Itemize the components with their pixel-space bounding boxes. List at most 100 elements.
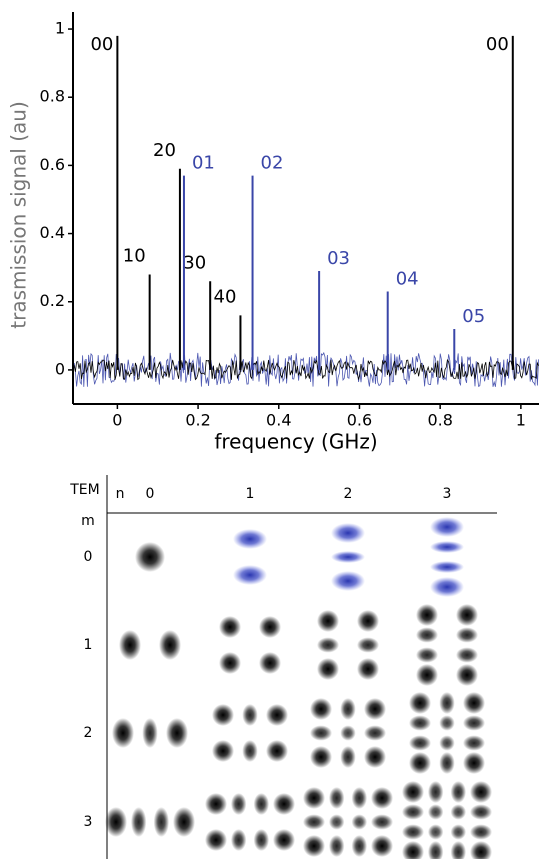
peak-label: 03 <box>327 248 350 269</box>
mode-lobe <box>273 793 295 815</box>
mode-lobe <box>340 698 356 720</box>
mode-pattern <box>317 610 379 680</box>
y-tick-label: 0.4 <box>40 223 65 242</box>
mode-lobe <box>371 814 393 830</box>
peak-label: 02 <box>261 153 284 174</box>
mode-lobe <box>212 704 234 726</box>
mode-lobe <box>212 740 234 762</box>
mode-lobe <box>402 824 424 840</box>
row-label: 1 <box>84 637 93 653</box>
mode-lobe <box>402 781 424 803</box>
mode-lobe <box>364 698 386 720</box>
mode-lobe <box>357 610 379 632</box>
peak-label: 04 <box>396 269 419 290</box>
mode-lobe <box>253 829 270 851</box>
mode-table: TEM n m 0 1 2 3 0 1 2 3 <box>69 475 497 859</box>
mode-lobe <box>439 735 455 751</box>
corner-label: TEM <box>69 482 99 498</box>
mode-lobe <box>340 725 356 741</box>
mode-lobe <box>310 698 332 720</box>
mode-lobe <box>135 542 165 572</box>
mode-lobe <box>166 718 188 748</box>
mode-pattern <box>219 616 281 674</box>
mode-lobe <box>416 664 438 686</box>
mode-lobe <box>470 841 492 859</box>
column-label: 1 <box>246 486 255 502</box>
y-tick-label: 1 <box>55 19 65 38</box>
mode-lobe <box>357 637 379 653</box>
peak-label: 01 <box>192 153 215 174</box>
mode-lobe <box>205 793 227 815</box>
mode-lobe <box>317 610 339 632</box>
mode-lobe <box>266 740 288 762</box>
mode-lobe <box>430 577 464 597</box>
mode-lobe <box>331 551 365 563</box>
mode-lobe <box>328 835 345 857</box>
mode-lobe <box>303 787 325 809</box>
mode-lobe <box>463 735 485 751</box>
mode-lobe <box>119 630 141 660</box>
x-tick-label: 0.4 <box>266 411 291 430</box>
mode-lobe <box>303 814 325 830</box>
mode-lobe <box>351 787 368 809</box>
mode-lobe <box>328 787 345 809</box>
mode-lobe <box>463 715 485 731</box>
mode-pattern <box>310 698 386 768</box>
noise <box>72 351 539 388</box>
row-label: 3 <box>84 814 93 830</box>
mode-lobe <box>230 793 247 815</box>
mode-pattern <box>112 718 188 748</box>
mode-lobe <box>266 704 288 726</box>
mode-lobe <box>427 804 444 820</box>
mode-lobe <box>470 824 492 840</box>
mode-lobe <box>331 523 365 543</box>
m-label: m <box>81 513 95 529</box>
mode-lobe <box>233 565 267 585</box>
mode-pattern <box>409 692 485 774</box>
column-label: 0 <box>146 486 155 502</box>
mode-lobe <box>409 692 431 714</box>
x-tick-label: 0.6 <box>347 411 372 430</box>
mode-pattern <box>331 523 365 591</box>
mode-lobe <box>230 829 247 851</box>
mode-pattern <box>205 793 295 851</box>
mode-lobe <box>328 814 345 830</box>
mode-lobe <box>430 561 464 573</box>
mode-lobe <box>340 746 356 768</box>
mode-lobe <box>427 781 444 803</box>
mode-lobe <box>456 604 478 626</box>
mode-lobe <box>439 715 455 731</box>
x-tick-label: 0.8 <box>427 411 452 430</box>
mode-lobe <box>371 835 393 857</box>
mode-lobe <box>242 740 258 762</box>
mode-lobe <box>219 652 241 674</box>
mode-lobe <box>357 658 379 680</box>
mode-lobe <box>112 718 134 748</box>
mode-lobe <box>409 752 431 774</box>
mode-lobe <box>142 718 158 748</box>
mode-lobe <box>430 541 464 553</box>
mode-lobe <box>242 704 258 726</box>
mode-lobe <box>409 735 431 751</box>
mode-lobe <box>331 571 365 591</box>
mode-lobe <box>409 715 431 731</box>
peak-label: 00 <box>486 34 509 55</box>
row-label: 2 <box>84 725 93 741</box>
y-axis-label: trasmission signal (au) <box>7 101 31 329</box>
mode-lobe <box>310 746 332 768</box>
peak-label: 10 <box>123 245 146 266</box>
mode-lobe <box>351 835 368 857</box>
mode-lobe <box>463 692 485 714</box>
mode-lobe <box>416 627 438 643</box>
y-tick-label: 0 <box>55 359 65 378</box>
mode-lobe <box>317 658 339 680</box>
mode-lobe <box>450 781 467 803</box>
mode-lobe <box>259 616 281 638</box>
peak-label: 00 <box>90 34 113 55</box>
x-axis-label: frequency (GHz) <box>214 430 377 454</box>
mode-lobe <box>273 829 295 851</box>
mode-lobe <box>351 814 368 830</box>
x-tick-label: 0.2 <box>185 411 210 430</box>
mode-lobe <box>439 752 455 774</box>
